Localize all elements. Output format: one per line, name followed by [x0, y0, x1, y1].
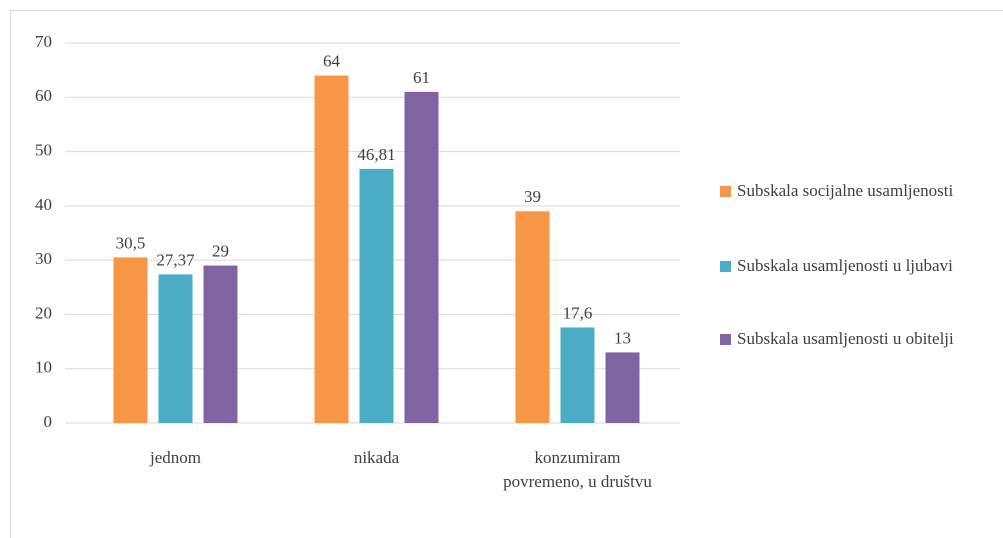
- y-tick-label: 20: [35, 303, 52, 322]
- data-label: 13: [614, 328, 631, 347]
- legend-label: Subskala usamljenosti u obitelji: [737, 329, 954, 348]
- chart-frame: [10, 10, 1003, 538]
- bar: [359, 168, 394, 423]
- data-label: 29: [212, 241, 229, 260]
- bar: [605, 352, 640, 423]
- x-tick-label: jednom: [150, 448, 201, 467]
- data-label: 64: [323, 51, 341, 70]
- y-tick-label: 60: [35, 86, 52, 105]
- legend-swatch: [720, 261, 731, 272]
- legend-label: Subskala usamljenosti u ljubavi: [737, 256, 953, 275]
- bar: [113, 257, 148, 423]
- bar: [158, 274, 193, 423]
- x-tick-label: konzumiram povremeno, u društvu: [503, 448, 652, 491]
- bar: [314, 75, 349, 424]
- y-tick-label: 50: [35, 140, 52, 159]
- data-label: 30,5: [116, 233, 146, 252]
- y-tick-label: 30: [35, 249, 52, 268]
- y-tick-label: 10: [35, 358, 52, 377]
- bar: [203, 265, 238, 423]
- y-tick-label: 0: [44, 412, 53, 431]
- bar: [515, 211, 550, 423]
- legend-label: Subskala socijalne usamljenosti: [737, 181, 954, 200]
- data-label: 61: [413, 68, 430, 87]
- bar: [560, 327, 595, 423]
- y-tick-label: 70: [35, 32, 52, 51]
- y-tick-label: 40: [35, 195, 52, 214]
- bar: [404, 91, 439, 423]
- data-label: 27,37: [156, 250, 195, 269]
- data-label: 39: [524, 187, 541, 206]
- data-label: 17,6: [563, 303, 593, 322]
- x-tick-label: nikada: [353, 448, 400, 467]
- legend-swatch: [720, 186, 731, 197]
- data-label: 46,81: [357, 145, 395, 164]
- legend-swatch: [720, 334, 731, 345]
